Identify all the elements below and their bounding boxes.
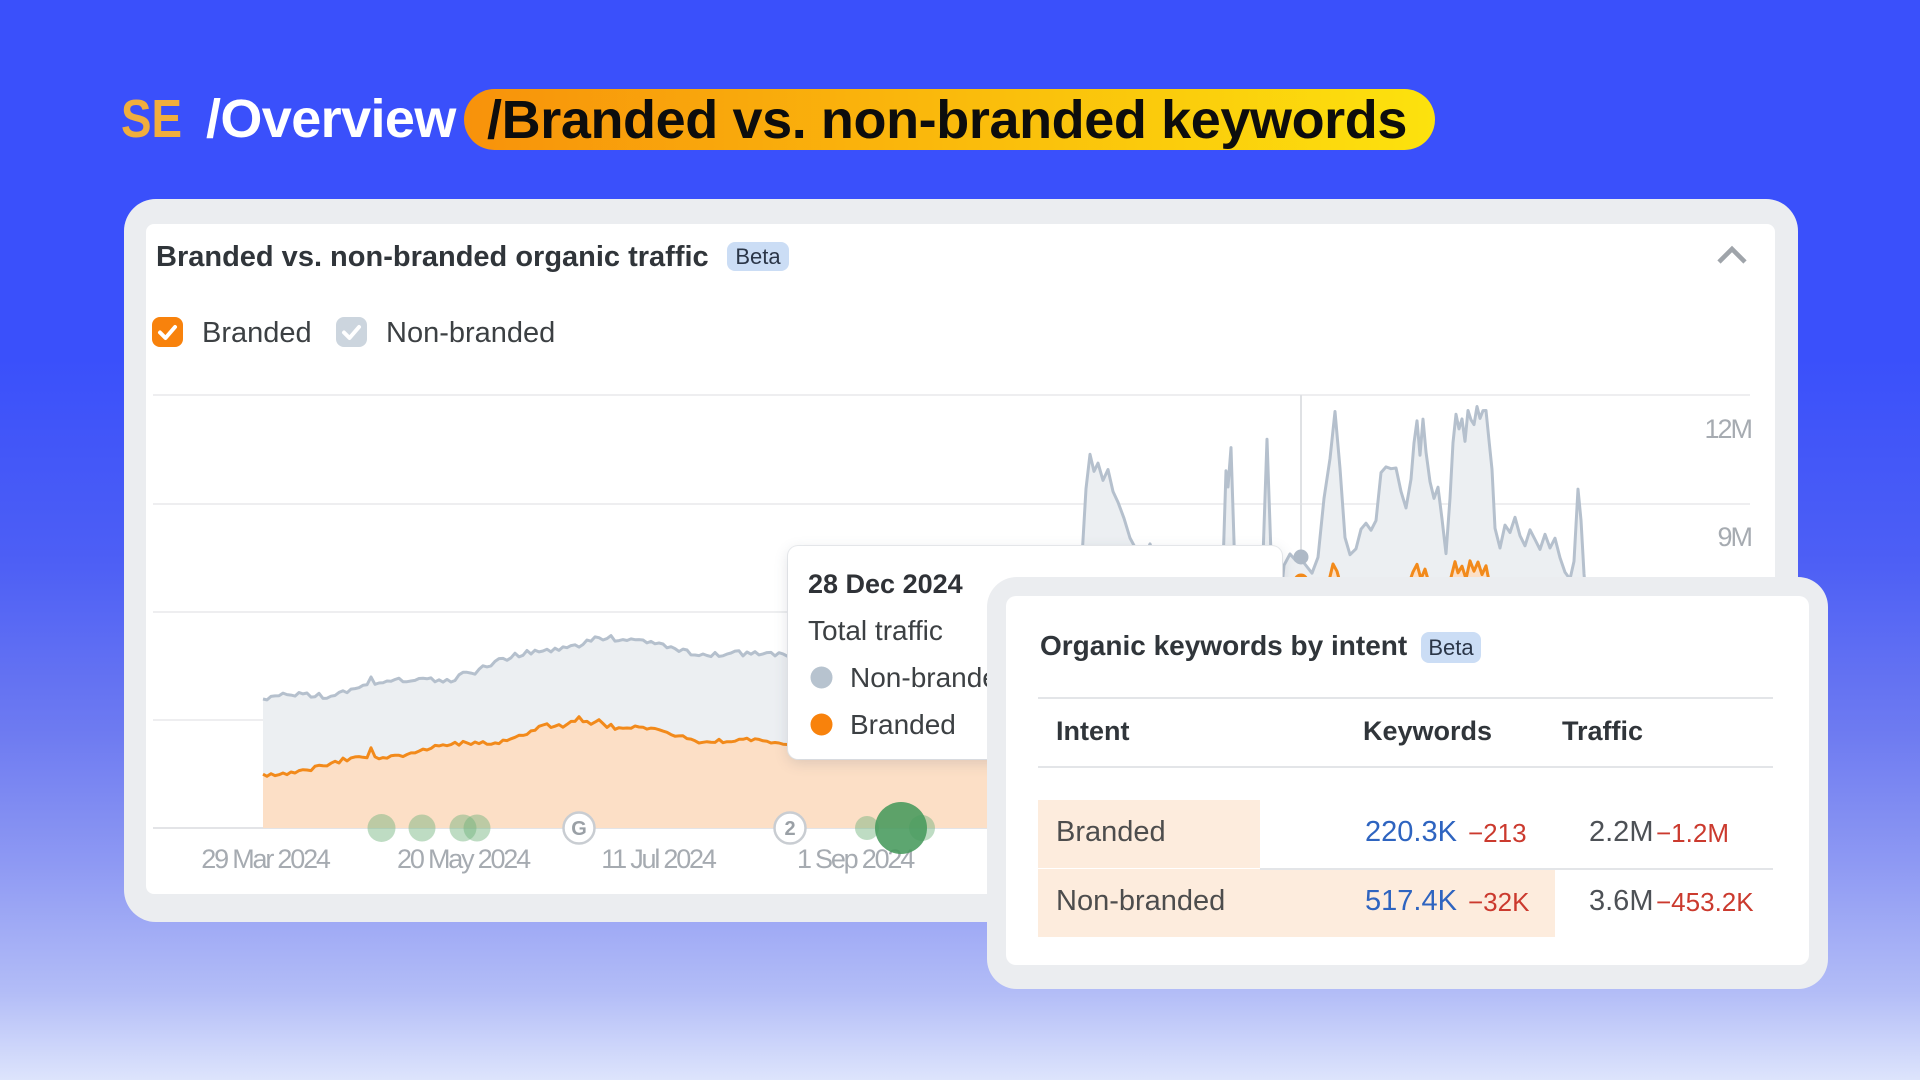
svg-text:G: G: [571, 818, 587, 840]
svg-text:2: 2: [784, 818, 795, 840]
svg-text:11 Jul 2024: 11 Jul 2024: [601, 844, 717, 874]
svg-text:9M: 9M: [1717, 522, 1751, 552]
svg-text:12M: 12M: [1704, 414, 1751, 444]
svg-text:29 Mar 2024: 29 Mar 2024: [201, 844, 331, 874]
svg-text:20 May 2024: 20 May 2024: [397, 844, 531, 874]
